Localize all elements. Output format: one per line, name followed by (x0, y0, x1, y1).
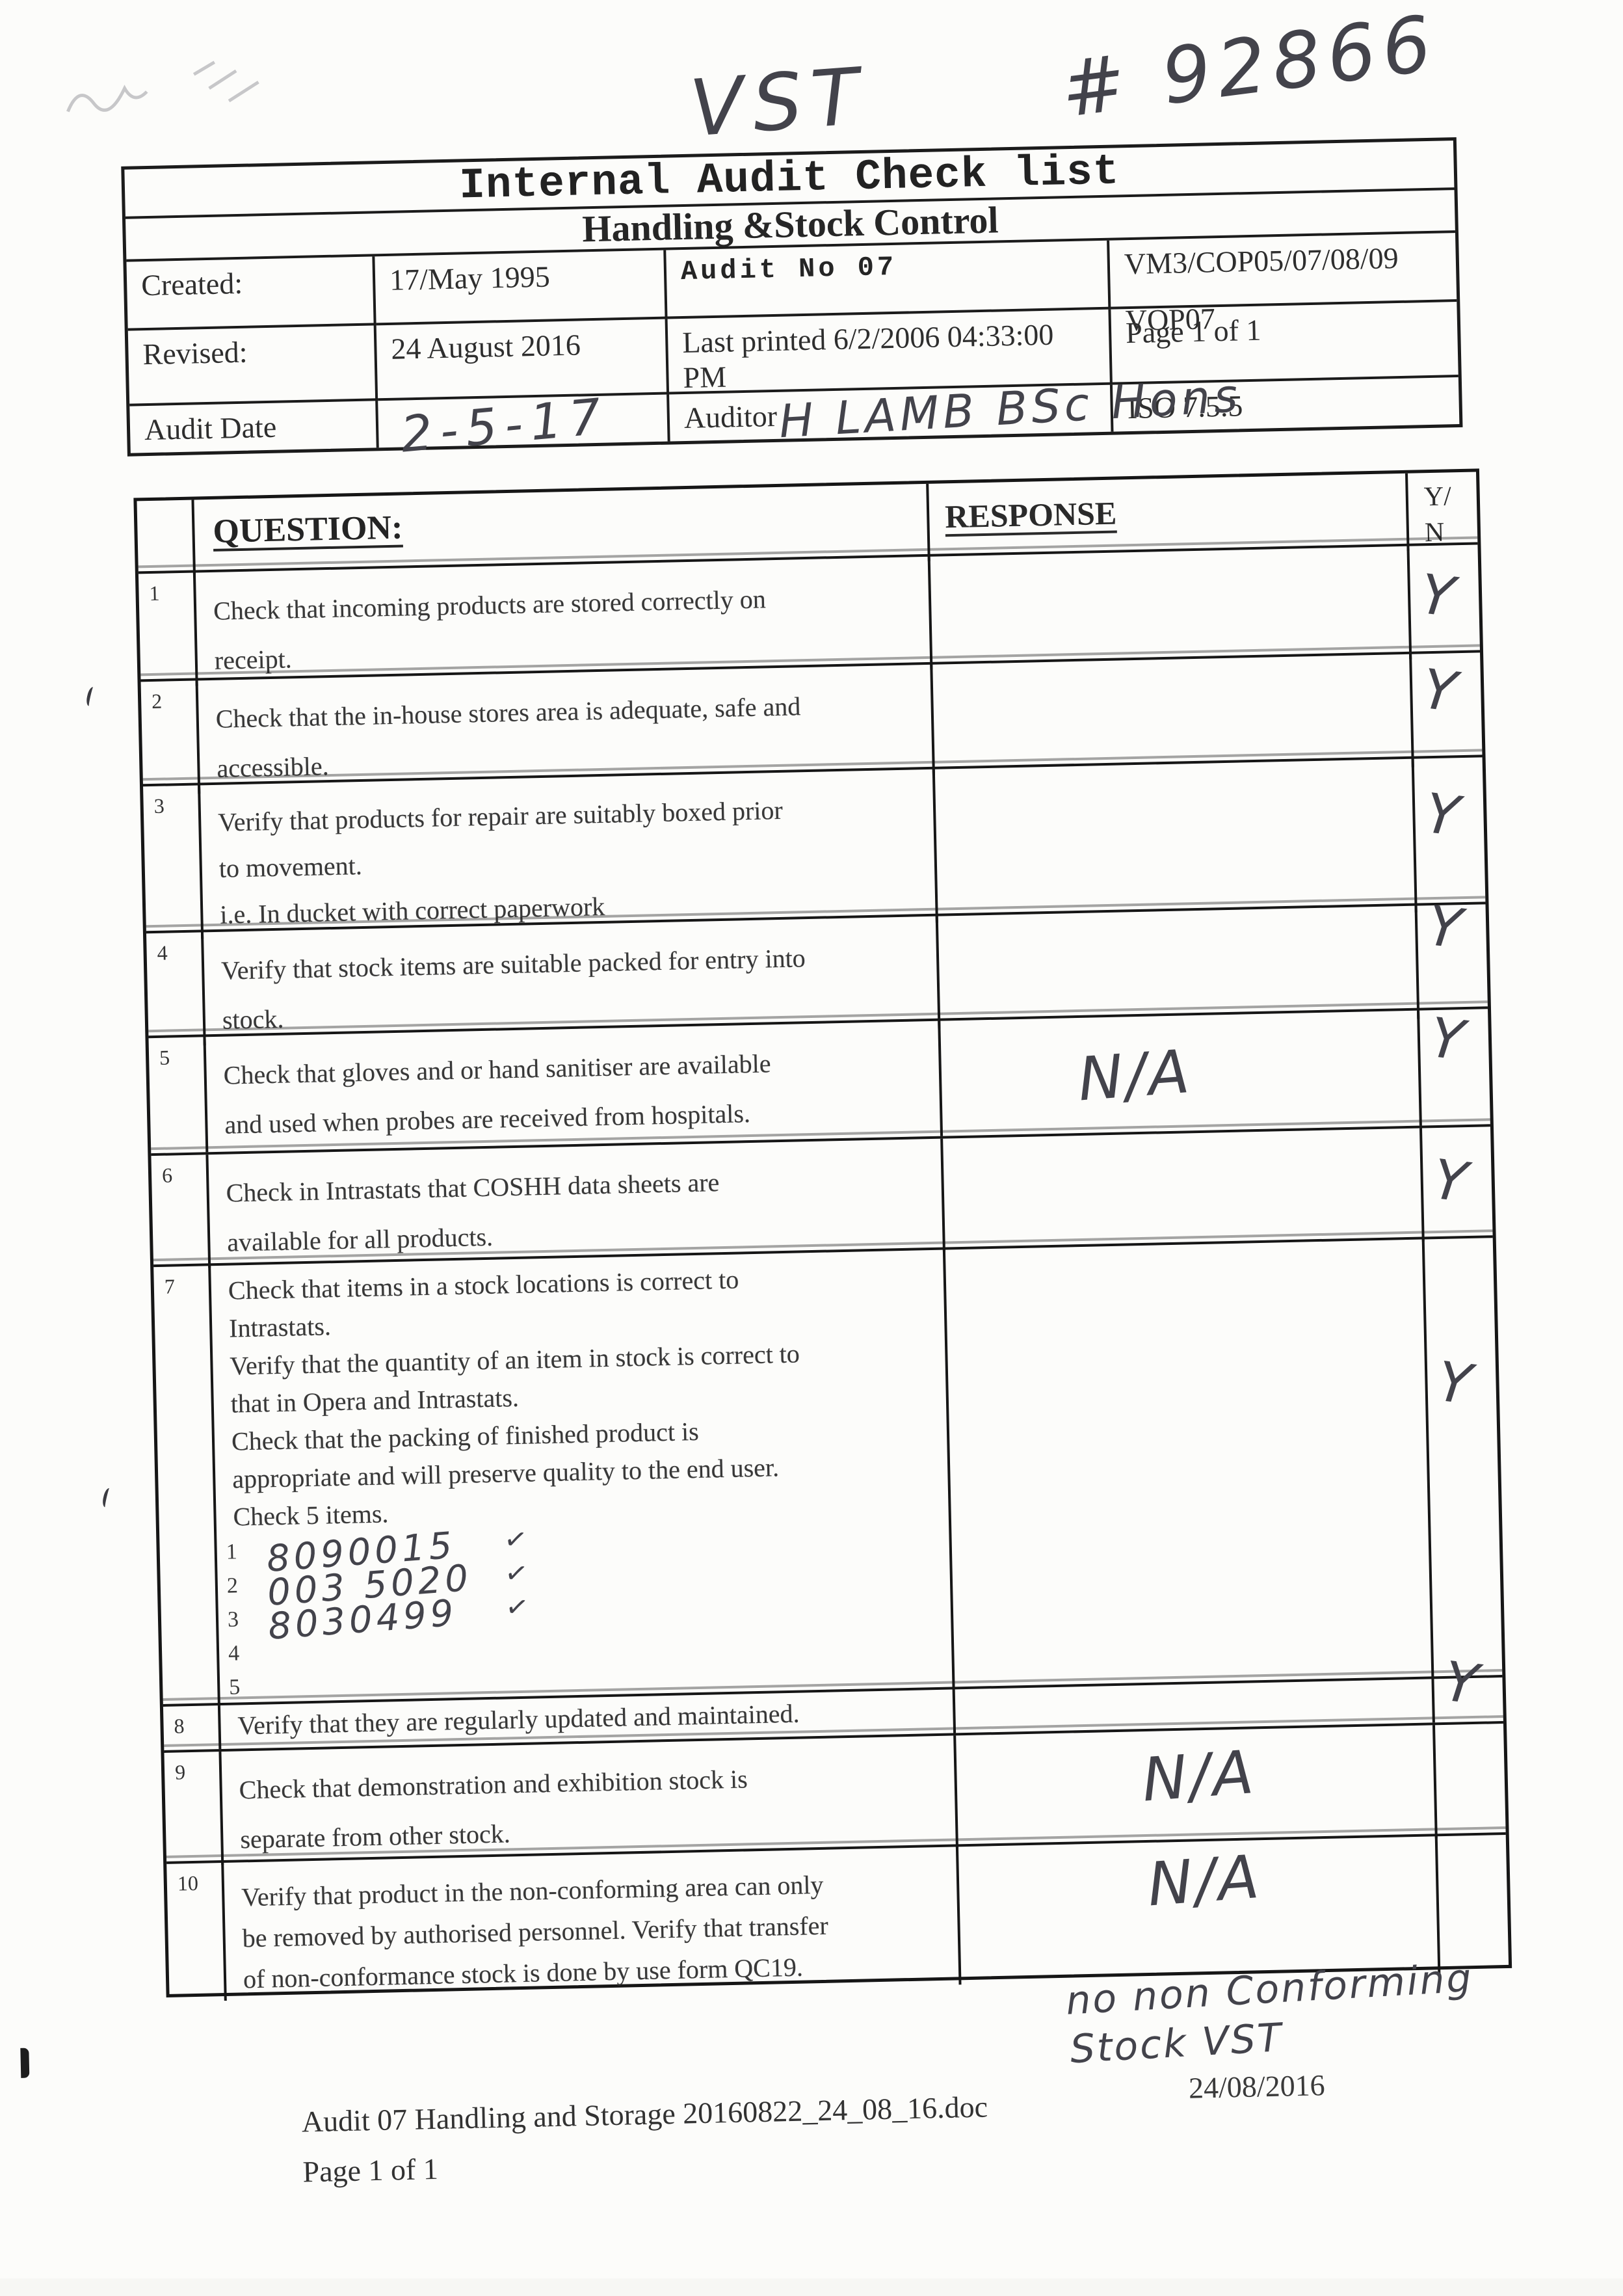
tick-mark: ✓ (503, 1589, 531, 1625)
row-number: 4 (146, 932, 206, 1047)
checklist-row-10: 10 Verify that product in the non-confor… (166, 1832, 1509, 2072)
audit-number: Audit No 07 (666, 240, 1111, 319)
row-number: 7 (153, 1266, 220, 1707)
checklist-row-3: 3 Verify that products for repair are su… (142, 754, 1486, 940)
checklist-table: QUESTION: RESPONSE Y/ N 1 Check that inc… (133, 468, 1512, 2072)
response-cell: N/A (940, 1010, 1422, 1136)
yn-cell: Y (1409, 544, 1480, 659)
auditor-cell: Auditor H LAMB BSc Hons (669, 369, 1243, 448)
yn-cell: Y (1434, 1649, 1503, 1722)
created-value: 17/May 1995 (375, 250, 668, 326)
handwritten-y: Y (1417, 562, 1458, 630)
row-number: 5 (148, 1037, 209, 1154)
yn-cell: Y (1412, 652, 1483, 767)
handwritten-vst: VST (687, 51, 871, 155)
yn-cell: Y (1414, 757, 1486, 912)
response-cell (930, 546, 1412, 670)
footer-document-name: Audit 07 Handling and Storage 20160822_2… (301, 2090, 988, 2139)
footer-page-number: Page 1 of 1 (302, 2152, 439, 2189)
item-number: 4 (228, 1641, 240, 1666)
question-text: Verify that products for repair are suit… (217, 795, 784, 930)
handwritten-job-number: # 92866 (1055, 0, 1443, 135)
handwritten-na: N/A (1139, 1737, 1259, 1815)
audit-date-cell: 2-5-17 (378, 387, 670, 464)
handwritten-y: Y (1441, 1649, 1482, 1717)
question-cell: Check that items in a stock locations is… (211, 1249, 955, 1706)
row-number: 1 (138, 572, 198, 687)
created-label: Created: (126, 256, 376, 331)
response-cell (943, 1128, 1425, 1252)
question-cell: Verify that product in the non-conformin… (224, 1847, 962, 2001)
row-number: 2 (140, 680, 201, 795)
revised-value: 24 August 2016 (376, 319, 670, 401)
question-text: Check that demonstration and exhibition … (239, 1764, 748, 1854)
header-table: Internal Audit Check list Handling &Stoc… (121, 137, 1463, 464)
question-cell: Check that gloves and or hand sanitiser … (205, 1021, 943, 1153)
audit-date-label: Audit Date (129, 401, 379, 453)
handwritten-y: Y (1419, 657, 1460, 725)
handwritten-na: N/A (1075, 1036, 1194, 1115)
row-number: 6 (151, 1155, 211, 1270)
handwritten-y: Y (1430, 1147, 1471, 1215)
pencil-scribble-artifact (66, 60, 259, 113)
response-cell: N/A no non Conforming Stock VST (958, 1836, 1474, 2072)
doc-reference: VM3/COP05/07/08/09 VOP07 (1109, 233, 1457, 337)
handwritten-y: Y (1424, 894, 1466, 961)
response-cell (934, 758, 1418, 923)
yn-cell (1435, 1724, 1506, 1838)
yn-cell: Y (1418, 894, 1488, 1019)
header-number-cell (137, 500, 196, 579)
meta-grid: Created: 17/May 1995 Audit No 07 VM3/COP… (126, 233, 1459, 464)
tick-mark: ✓ (503, 1555, 531, 1591)
row-number: 8 (163, 1705, 222, 1750)
response-cell (945, 1239, 1434, 1690)
handwritten-audit-date: 2-5-17 (398, 386, 611, 464)
handwritten-y: Y (1434, 1349, 1475, 1417)
question-text: Check that items in a stock locations is… (228, 1264, 800, 1532)
item-number: 1 (226, 1540, 238, 1564)
handwritten-y: Y (1427, 1005, 1468, 1073)
handwritten-na: N/A (1145, 1841, 1264, 1920)
row-number: 9 (164, 1752, 224, 1866)
yn-header-line1: Y/ (1423, 481, 1452, 513)
yn-header: Y/ N (1408, 472, 1478, 550)
row-number: 3 (143, 785, 204, 940)
yn-cell (1438, 1835, 1509, 1974)
question-cell: Check that demonstration and exhibition … (221, 1735, 958, 1865)
question-cell: Check in Intrastats that COSHH data shee… (208, 1138, 945, 1268)
yn-cell: Y (1425, 1238, 1503, 1679)
yn-cell: Y (1422, 1127, 1493, 1241)
page-indicator: Page 1 of 1 (1111, 302, 1458, 385)
question-cell: Verify that products for repair are suit… (200, 769, 938, 939)
item-number: 2 (226, 1573, 239, 1598)
auditor-label: Auditor (683, 399, 778, 435)
scan-edge-mark (20, 2048, 30, 2078)
question-text: Check that gloves and or hand sanitiser … (223, 1048, 771, 1140)
doc-ref-line1: VM3/COP05/07/08/09 (1124, 241, 1399, 281)
row-number: 10 (166, 1862, 227, 2002)
tick-mark: ✓ (501, 1521, 530, 1557)
handwritten-y: Y (1421, 781, 1463, 849)
footer-date: 24/08/2016 (1188, 2068, 1326, 2105)
question-text: Check in Intrastats that COSHH data shee… (226, 1168, 720, 1257)
item-number: 3 (227, 1607, 239, 1632)
revised-label: Revised: (127, 325, 378, 407)
ink-mark-artifact (101, 1487, 114, 1508)
item-number: 5 (228, 1675, 241, 1700)
yn-cell: Y (1419, 1005, 1490, 1125)
checklist-row-7: 7 Check that items in a stock locations … (153, 1235, 1503, 1707)
handwritten-note-line1: no non Conforming (1064, 1955, 1475, 2024)
ink-mark-artifact (85, 686, 98, 707)
question-text: Verify that product in the non-conformin… (241, 1869, 829, 1994)
response-cell: N/A (956, 1725, 1438, 1849)
handwritten-note-line2: Stock VST (1068, 2014, 1285, 2073)
